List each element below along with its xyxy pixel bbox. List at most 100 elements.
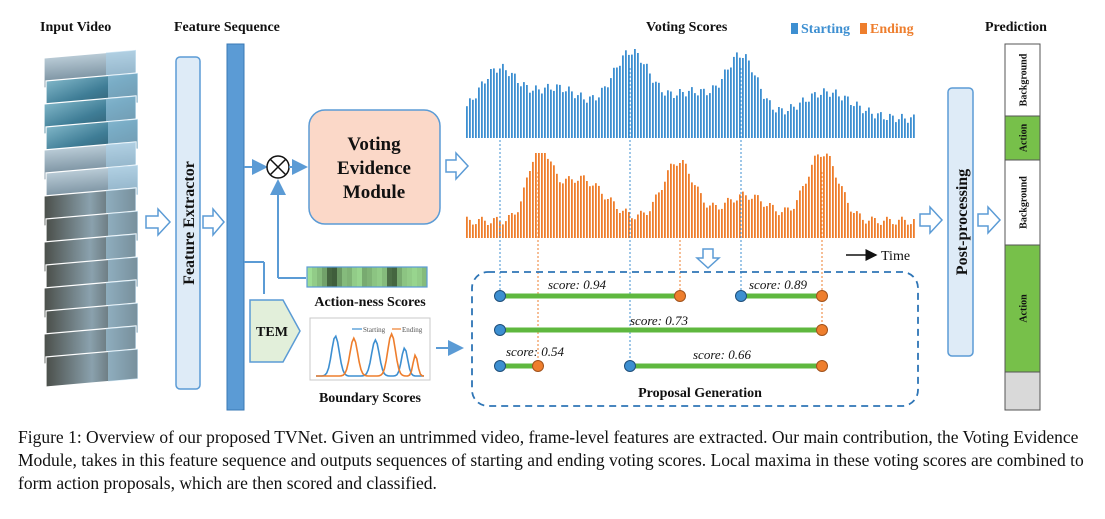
arrow-to-prediction (977, 205, 1002, 235)
proposal-generation-label: Proposal Generation (638, 386, 762, 401)
feature-extractor-panel (175, 56, 201, 390)
starting-score-bar (877, 113, 879, 138)
starting-score-bar (682, 92, 684, 138)
ending-score-bar (670, 163, 672, 238)
peak-guide-lines (499, 68, 823, 366)
actionness-cell (367, 267, 373, 287)
actionness-cell (307, 267, 313, 287)
starting-score-bar (694, 93, 696, 138)
ending-score-bar (490, 223, 492, 238)
ending-score-bar (652, 201, 654, 238)
figure-caption: Figure 1: Overview of our proposed TVNet… (18, 427, 1084, 493)
starting-score-bar (499, 68, 501, 138)
starting-score-bar (856, 101, 858, 138)
ending-score-bar (595, 183, 597, 238)
starting-score-bar (901, 113, 903, 138)
module-label-line2: Evidence (337, 158, 411, 179)
starting-score-bar (589, 96, 591, 138)
multiply-operator-icon (266, 155, 290, 179)
starting-score-bar (535, 85, 537, 138)
starting-score-bar (481, 81, 483, 138)
starting-score-bar (715, 85, 717, 138)
starting-score-bar (472, 99, 474, 138)
ending-score-bar (673, 164, 675, 238)
starting-score-bar (742, 58, 744, 138)
ending-score-bar (607, 199, 609, 238)
ending-score-bar (703, 202, 705, 238)
starting-score-bar (637, 53, 639, 138)
arrow-to-proposal-generation (695, 248, 721, 270)
starting-score-bar (784, 114, 786, 138)
starting-score-bar (628, 54, 630, 138)
starting-score-bar (601, 87, 603, 138)
actionness-cell (322, 267, 328, 287)
starting-score-bar (532, 90, 534, 138)
ending-score-bar (841, 186, 843, 238)
ending-score-bar (628, 212, 630, 238)
starting-score-bar (781, 108, 783, 138)
arrow-to-post-processing (919, 205, 944, 235)
ending-score-bar (739, 194, 741, 238)
ending-score-bar (631, 218, 633, 238)
ending-score-bar (751, 198, 753, 238)
starting-score-bar (568, 86, 570, 138)
proposal-5-score: score: 0.66 (693, 347, 752, 362)
header-voting-scores: Voting Scores (646, 20, 728, 35)
starting-score-bar (529, 92, 531, 138)
starting-score-bar (667, 90, 669, 138)
prediction-segment-background (1004, 159, 1041, 246)
starting-score-bar (556, 84, 558, 138)
ending-score-bar (898, 219, 900, 238)
actionness-cell (357, 267, 363, 287)
header-prediction: Prediction (985, 20, 1047, 35)
starting-score-bar (571, 91, 573, 138)
ending-score-bar (625, 208, 627, 238)
ending-score-bar (787, 207, 789, 238)
starting-score-bar (832, 92, 834, 138)
ending-score-bar (769, 203, 771, 238)
starting-score-bar (799, 102, 801, 138)
starting-score-bar (508, 76, 510, 138)
ending-score-bar (808, 176, 810, 238)
ending-score-bar (502, 224, 504, 238)
ending-score-bar (733, 202, 735, 238)
ending-score-bar (619, 213, 621, 238)
legend-starting: Starting (801, 22, 850, 37)
actionness-cell (402, 267, 408, 287)
ending-score-bar (574, 182, 576, 238)
starting-score-bar (763, 98, 765, 138)
starting-score-bar (703, 88, 705, 138)
actionness-cell (362, 267, 368, 287)
starting-score-bar (583, 99, 585, 138)
starting-score-bar (469, 98, 471, 138)
tem-block (249, 299, 301, 363)
starting-score-bar (661, 92, 663, 138)
ending-score-bar (772, 204, 774, 238)
ending-score-bar (562, 183, 564, 238)
ending-score-bar (883, 220, 885, 238)
ending-score-bar (820, 156, 822, 238)
ending-score-bar (871, 216, 873, 238)
input-video-frame-stack (43, 49, 139, 388)
ending-score-bar (556, 173, 558, 238)
ending-score-bar (637, 214, 639, 238)
ending-score-bar (658, 192, 660, 238)
ending-score-bar (529, 171, 531, 238)
starting-score-bar (613, 67, 615, 138)
starting-score-bar (886, 120, 888, 138)
starting-score-bar (709, 93, 711, 138)
ending-score-bar (559, 182, 561, 238)
ending-score-bar (844, 192, 846, 238)
ending-score-bar (775, 211, 777, 238)
starting-voting-scores-bars (466, 49, 915, 139)
starting-score-bar (622, 55, 624, 138)
starting-score-bar (496, 72, 498, 138)
arrow-to-voting-scores (445, 151, 470, 181)
ending-voting-scores-bars (466, 153, 915, 238)
actionness-scores-label: Action-ness Scores (314, 295, 426, 310)
ending-score-bar (568, 176, 570, 238)
ending-score-bar (508, 215, 510, 238)
starting-score-bar (475, 98, 477, 138)
proposal-4: score: 0.54 (494, 344, 565, 372)
ending-score-bar (634, 219, 636, 238)
